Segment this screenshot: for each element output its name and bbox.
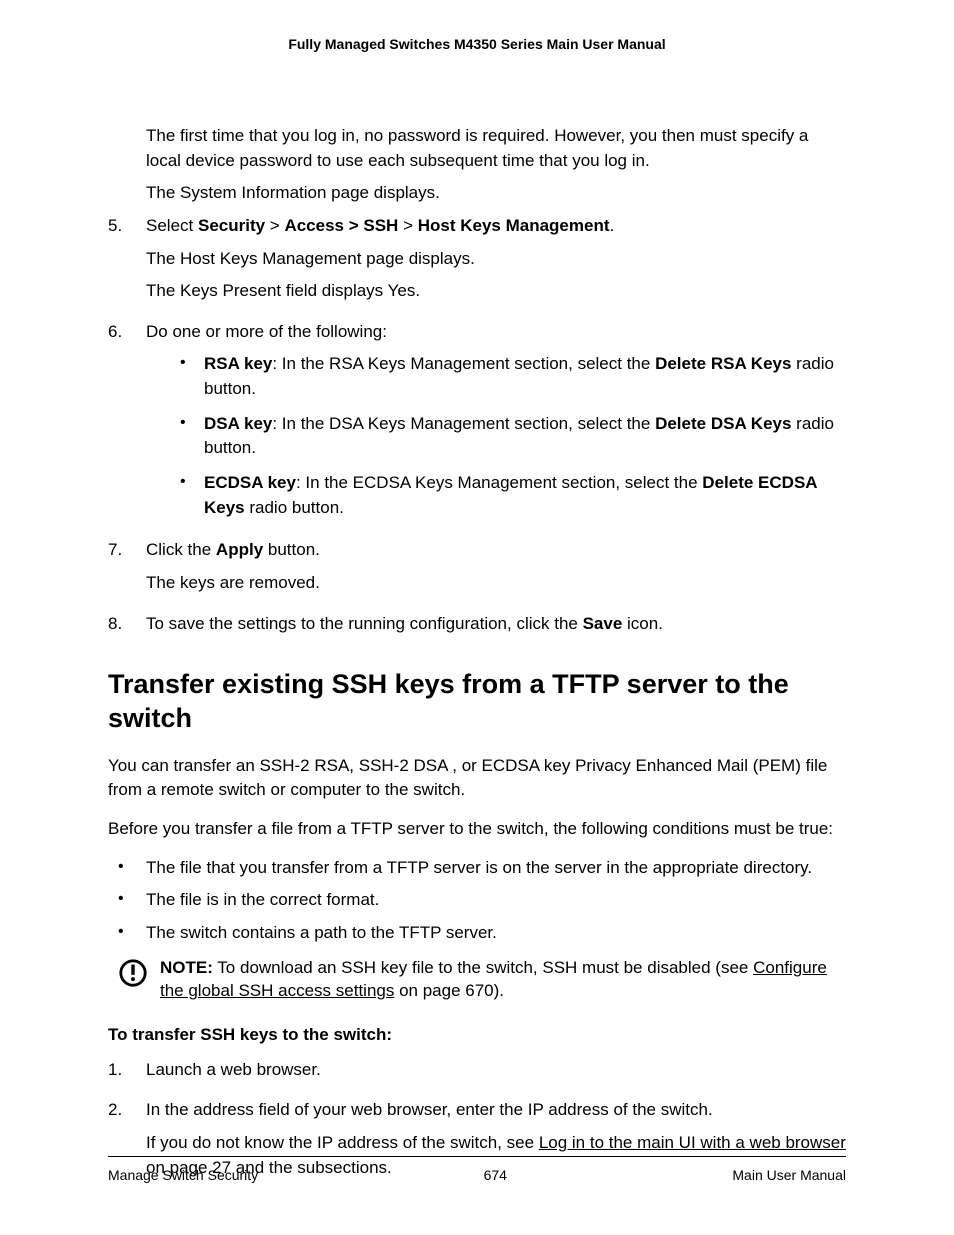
page-footer: Manage Switch Security 674 Main User Man…: [108, 1156, 846, 1183]
step-7: 7. Click the Apply button. The keys are …: [108, 538, 846, 603]
transfer-p1: You can transfer an SSH-2 RSA, SSH-2 DSA…: [108, 754, 846, 803]
sep: >: [398, 216, 417, 235]
step5-p1: The Host Keys Management page displays.: [146, 247, 846, 272]
step-5: 5. Select Security > Access > SSH > Host…: [108, 214, 846, 312]
period: .: [610, 216, 615, 235]
breadcrumb-security: Security: [198, 216, 265, 235]
step-body: To save the settings to the running conf…: [146, 612, 846, 645]
bullet-icon: •: [180, 412, 204, 461]
step6-lead: Do one or more of the following:: [146, 320, 846, 345]
bullet-icon: •: [118, 888, 146, 913]
step-6: 6. Do one or more of the following: • RS…: [108, 320, 846, 530]
procedure-heading: To transfer SSH keys to the switch:: [108, 1023, 846, 1048]
page: Fully Managed Switches M4350 Series Main…: [0, 0, 954, 1235]
step7-p1: The keys are removed.: [146, 571, 846, 596]
footer-left: Manage Switch Security: [108, 1167, 258, 1183]
transfer-p2: Before you transfer a file from a TFTP s…: [108, 817, 846, 842]
text: : In the RSA Keys Management section, se…: [272, 354, 655, 373]
intro-p2: The System Information page displays.: [146, 181, 846, 206]
footer-page-number: 674: [484, 1167, 507, 1183]
step-body: Do one or more of the following: • RSA k…: [146, 320, 846, 530]
text: : In the ECDSA Keys Management section, …: [296, 473, 702, 492]
bullet-dsa: • DSA key: In the DSA Keys Management se…: [180, 412, 846, 461]
bullet-rsa: • RSA key: In the RSA Keys Management se…: [180, 352, 846, 401]
text: If you do not know the IP address of the…: [146, 1133, 539, 1152]
text: To download an SSH key file to the switc…: [213, 958, 753, 977]
bullet-icon: •: [180, 471, 204, 520]
text: button.: [263, 540, 320, 559]
apply-label: Apply: [216, 540, 263, 559]
step-number: 8.: [108, 612, 146, 645]
note-body: NOTE: To download an SSH key file to the…: [160, 956, 846, 1004]
intro-p1: The first time that you log in, no passw…: [146, 124, 846, 173]
step-body: Launch a web browser.: [146, 1058, 846, 1091]
s1-text: Launch a web browser.: [146, 1058, 846, 1083]
proc-step-1: 1. Launch a web browser.: [108, 1058, 846, 1091]
step8-line: To save the settings to the running conf…: [146, 612, 846, 637]
cond-2: • The file is in the correct format.: [118, 888, 846, 913]
bullet-icon: •: [118, 856, 146, 881]
step-body: Click the Apply button. The keys are rem…: [146, 538, 846, 603]
doc-header-title: Fully Managed Switches M4350 Series Main…: [108, 36, 846, 52]
body-content: The first time that you log in, no passw…: [108, 124, 846, 1188]
bullet-body: The switch contains a path to the TFTP s…: [146, 921, 846, 946]
note-label: NOTE:: [160, 958, 213, 977]
cond-3: • The switch contains a path to the TFTP…: [118, 921, 846, 946]
bullet-body: DSA key: In the DSA Keys Management sect…: [204, 412, 846, 461]
conditions-list: • The file that you transfer from a TFTP…: [118, 856, 846, 946]
footer-row: Manage Switch Security 674 Main User Man…: [108, 1167, 846, 1183]
bullet-body: The file is in the correct format.: [146, 888, 846, 913]
footer-rule: [108, 1156, 846, 1157]
tail: radio button.: [245, 498, 344, 517]
bullet-body: RSA key: In the RSA Keys Management sect…: [204, 352, 846, 401]
link-login-ui[interactable]: Log in to the main UI with a web browser: [539, 1133, 846, 1152]
footer-right: Main User Manual: [732, 1167, 846, 1183]
label: ECDSA key: [204, 473, 296, 492]
note-callout: NOTE: To download an SSH key file to the…: [118, 956, 846, 1004]
text: icon.: [622, 614, 663, 633]
step6-bullets: • RSA key: In the RSA Keys Management se…: [180, 352, 846, 520]
label: DSA key: [204, 414, 272, 433]
text: : In the DSA Keys Management section, se…: [272, 414, 655, 433]
step-number: 6.: [108, 320, 146, 530]
sep: >: [265, 216, 284, 235]
cond-1: • The file that you transfer from a TFTP…: [118, 856, 846, 881]
label: RSA key: [204, 354, 272, 373]
text: on page 670).: [394, 981, 504, 1000]
bullet-body: ECDSA key: In the ECDSA Keys Management …: [204, 471, 846, 520]
section-heading: Transfer existing SSH keys from a TFTP s…: [108, 668, 846, 736]
step-8: 8. To save the settings to the running c…: [108, 612, 846, 645]
step7-line: Click the Apply button.: [146, 538, 846, 563]
step-number: 5.: [108, 214, 146, 312]
bullet-ecdsa: • ECDSA key: In the ECDSA Keys Managemen…: [180, 471, 846, 520]
step5-p2: The Keys Present field displays Yes.: [146, 279, 846, 304]
text: Select: [146, 216, 198, 235]
bullet-icon: •: [180, 352, 204, 401]
step5-line: Select Security > Access > SSH > Host Ke…: [146, 214, 846, 239]
breadcrumb-access-ssh: Access > SSH: [284, 216, 398, 235]
text: Click the: [146, 540, 216, 559]
bullet-body: The file that you transfer from a TFTP s…: [146, 856, 846, 881]
save-label: Save: [583, 614, 623, 633]
s2-text: In the address field of your web browser…: [146, 1098, 846, 1123]
breadcrumb-host-keys: Host Keys Management: [418, 216, 610, 235]
bold: Delete RSA Keys: [655, 354, 791, 373]
bullet-icon: •: [118, 921, 146, 946]
text: To save the settings to the running conf…: [146, 614, 583, 633]
alert-icon: [118, 956, 160, 996]
step-body: Select Security > Access > SSH > Host Ke…: [146, 214, 846, 312]
step-number: 1.: [108, 1058, 146, 1091]
step-number: 7.: [108, 538, 146, 603]
bold: Delete DSA Keys: [655, 414, 791, 433]
